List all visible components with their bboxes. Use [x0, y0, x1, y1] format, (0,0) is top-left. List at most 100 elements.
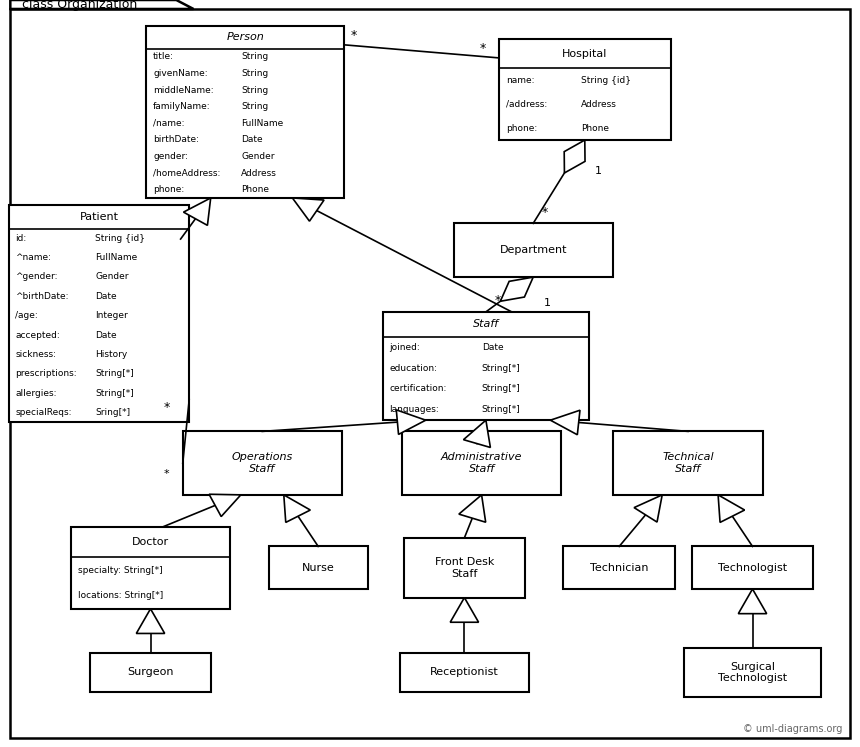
Text: String: String [241, 102, 268, 111]
Text: Technologist: Technologist [718, 562, 787, 573]
Text: Administrative
Staff: Administrative Staff [441, 453, 522, 474]
Polygon shape [459, 495, 486, 522]
Text: String: String [241, 69, 268, 78]
Polygon shape [284, 495, 310, 522]
Text: String[*]: String[*] [482, 406, 520, 415]
Text: Technician: Technician [590, 562, 648, 573]
Text: Doctor: Doctor [132, 537, 169, 547]
Polygon shape [634, 495, 662, 522]
Text: class Organization: class Organization [22, 0, 137, 11]
Text: languages:: languages: [390, 406, 439, 415]
Text: Nurse: Nurse [302, 562, 335, 573]
Polygon shape [292, 198, 324, 221]
Text: String[*]: String[*] [95, 388, 134, 397]
Text: Hospital: Hospital [562, 49, 607, 58]
Text: Patient: Patient [79, 212, 119, 222]
Text: /name:: /name: [153, 119, 185, 128]
Text: Phone: Phone [581, 123, 610, 132]
Text: /homeAddress:: /homeAddress: [153, 169, 220, 178]
Text: Address: Address [581, 99, 617, 108]
Text: Surgeon: Surgeon [127, 667, 174, 678]
Text: joined:: joined: [390, 343, 421, 352]
Polygon shape [396, 410, 426, 435]
Text: String {id}: String {id} [95, 234, 145, 243]
Text: Department: Department [500, 245, 567, 255]
Polygon shape [718, 495, 745, 522]
Text: ^name:: ^name: [15, 253, 52, 262]
Text: givenName:: givenName: [153, 69, 208, 78]
Text: specialReqs:: specialReqs: [15, 408, 72, 417]
Polygon shape [501, 277, 533, 301]
Text: String {id}: String {id} [581, 75, 631, 84]
Text: *: * [163, 401, 169, 414]
Text: id:: id: [15, 234, 27, 243]
Polygon shape [451, 598, 478, 622]
Bar [404, 538, 525, 598]
Text: Date: Date [95, 330, 117, 340]
Text: *: * [542, 206, 548, 219]
Text: title:: title: [153, 52, 174, 61]
Text: Phone: Phone [241, 185, 269, 194]
Text: /address:: /address: [506, 99, 547, 108]
Text: phone:: phone: [153, 185, 184, 194]
Text: locations: String[*]: locations: String[*] [77, 592, 163, 601]
Text: *: * [351, 29, 357, 42]
Polygon shape [550, 410, 580, 435]
Bar [71, 527, 230, 609]
Text: phone:: phone: [506, 123, 537, 132]
Text: String[*]: String[*] [482, 364, 520, 373]
Text: accepted:: accepted: [15, 330, 60, 340]
Text: name:: name: [506, 75, 534, 84]
Text: 1: 1 [595, 166, 602, 176]
Text: Person: Person [226, 32, 264, 43]
Text: String[*]: String[*] [95, 369, 134, 378]
Text: Date: Date [95, 292, 117, 301]
Polygon shape [464, 420, 490, 447]
Text: specialty: String[*]: specialty: String[*] [77, 565, 163, 574]
Text: Technical
Staff: Technical Staff [662, 453, 714, 474]
Text: sickness:: sickness: [15, 350, 57, 359]
Bar [146, 26, 344, 198]
Text: allergies:: allergies: [15, 388, 57, 397]
Bar [90, 653, 211, 692]
Text: FullName: FullName [241, 119, 284, 128]
Bar [684, 648, 821, 696]
Text: History: History [95, 350, 127, 359]
Text: ^gender:: ^gender: [15, 273, 58, 282]
Text: FullName: FullName [95, 253, 138, 262]
Text: Integer: Integer [95, 311, 128, 320]
Bar [182, 432, 341, 495]
Bar [402, 432, 562, 495]
Bar [400, 653, 529, 692]
Text: certification:: certification: [390, 385, 447, 394]
Text: middleName:: middleName: [153, 86, 213, 95]
Bar [692, 547, 813, 589]
Bar [383, 312, 589, 420]
Text: Surgical
Technologist: Surgical Technologist [718, 662, 787, 683]
Text: prescriptions:: prescriptions: [15, 369, 77, 378]
Text: gender:: gender: [153, 152, 188, 161]
Text: *: * [494, 294, 501, 308]
Text: ^birthDate:: ^birthDate: [15, 292, 69, 301]
Bar [563, 547, 675, 589]
Text: Gender: Gender [241, 152, 274, 161]
Text: birthDate:: birthDate: [153, 135, 199, 144]
Text: Front Desk
Staff: Front Desk Staff [434, 557, 494, 578]
Text: Address: Address [241, 169, 277, 178]
Polygon shape [209, 495, 241, 517]
Text: *: * [163, 468, 169, 479]
Text: Operations
Staff: Operations Staff [231, 453, 293, 474]
Polygon shape [738, 589, 767, 614]
Bar [268, 547, 368, 589]
Text: Receptionist: Receptionist [430, 667, 499, 678]
Text: Sring[*]: Sring[*] [95, 408, 131, 417]
Polygon shape [136, 609, 165, 633]
Polygon shape [10, 0, 194, 9]
Text: 1: 1 [544, 297, 550, 308]
Polygon shape [564, 140, 585, 173]
Text: Gender: Gender [95, 273, 129, 282]
Polygon shape [183, 198, 211, 226]
Text: /age:: /age: [15, 311, 38, 320]
Text: String[*]: String[*] [482, 385, 520, 394]
Text: Date: Date [241, 135, 263, 144]
